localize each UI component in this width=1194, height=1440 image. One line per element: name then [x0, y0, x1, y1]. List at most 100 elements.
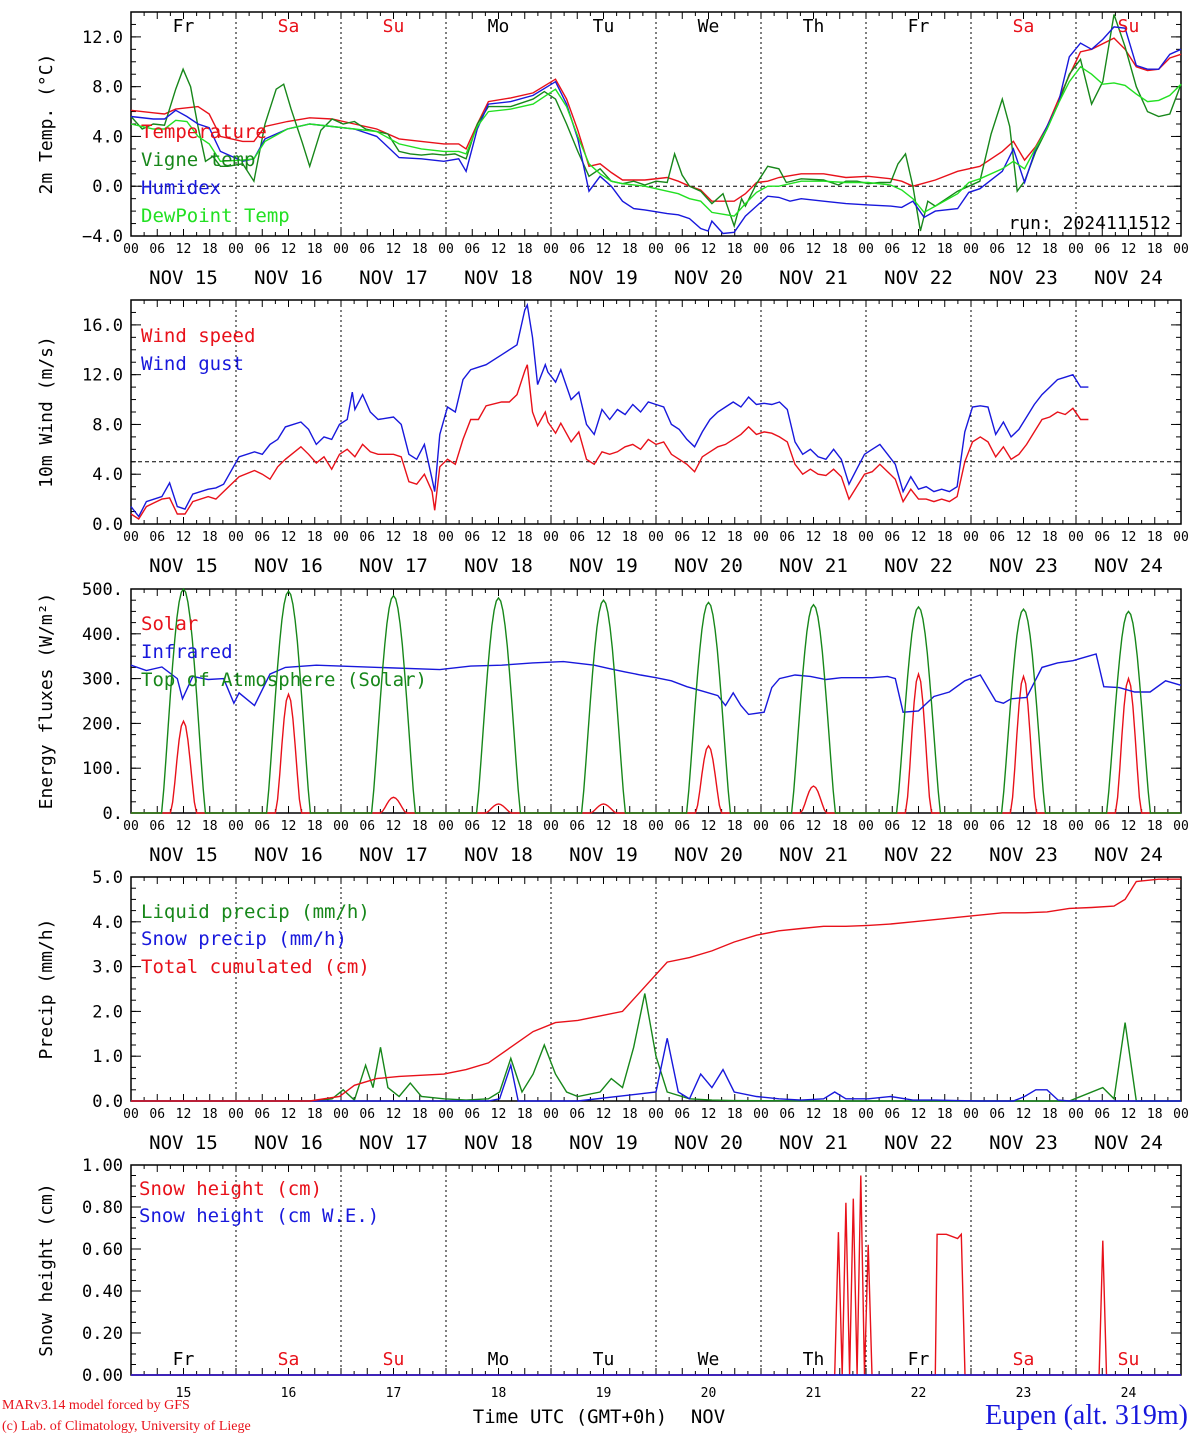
- hour-tick-label: 18: [622, 819, 638, 834]
- hour-tick-label: 18: [727, 242, 743, 257]
- hour-tick-label: 00: [963, 530, 979, 545]
- hour-tick-label: 18: [517, 819, 533, 834]
- hour-tick-label: 06: [674, 242, 690, 257]
- hour-tick-label: 18: [1042, 819, 1058, 834]
- hour-tick-label: 12: [176, 530, 192, 545]
- hour-tick-label: 00: [123, 819, 139, 834]
- hour-tick-label: 06: [1094, 819, 1110, 834]
- y-tick-label: 5.0: [92, 868, 123, 888]
- hour-tick-label: 18: [412, 1107, 428, 1122]
- hour-tick-label: 18: [1147, 1107, 1163, 1122]
- y-tick-label: 1.00: [82, 1156, 123, 1176]
- y-axis-label: 2m Temp. (°C): [36, 54, 57, 195]
- hour-tick-label: 18: [1147, 242, 1163, 257]
- legend-entry: Wind speed: [141, 325, 255, 347]
- panel-2: [130, 299, 1182, 525]
- hour-tick-label: 06: [569, 530, 585, 545]
- hour-tick-label: 12: [1121, 819, 1137, 834]
- hour-tick-label: 18: [307, 819, 323, 834]
- day-number-label: 22: [911, 1386, 927, 1401]
- y-tick-label: 4.0: [92, 913, 123, 933]
- station-name: Eupen (alt. 319m): [985, 1400, 1188, 1431]
- hour-tick-label: 18: [517, 242, 533, 257]
- model-credit: MARv3.14 model forced by GFS: [2, 1398, 190, 1413]
- series-line-vigne-temp: [130, 14, 1182, 232]
- series-line-liquid-precip-mm-h-: [131, 993, 1181, 1102]
- date-label: NOV 16: [254, 844, 323, 866]
- date-label: NOV 24: [1094, 844, 1163, 866]
- date-label: NOV 22: [884, 844, 953, 866]
- day-number-label: 24: [1121, 1386, 1137, 1401]
- hour-tick-label: 12: [386, 1107, 402, 1122]
- hour-tick-label: 00: [648, 530, 664, 545]
- hour-tick-label: 00: [543, 819, 559, 834]
- legend-entry: Snow height (cm W.E.): [139, 1205, 379, 1227]
- hour-tick-label: 18: [517, 1107, 533, 1122]
- run-annotation: run: 2024111512: [1008, 213, 1171, 234]
- hour-tick-label: 12: [386, 819, 402, 834]
- date-label: NOV 22: [884, 555, 953, 577]
- hour-tick-label: 00: [858, 530, 874, 545]
- hour-tick-label: 00: [228, 530, 244, 545]
- hour-tick-label: 06: [884, 530, 900, 545]
- hour-tick-label: 12: [1121, 242, 1137, 257]
- legend-entry: Top of Atmosphere (Solar): [141, 669, 427, 691]
- date-label: NOV 21: [779, 1132, 848, 1154]
- y-tick-label: 12.0: [82, 366, 123, 386]
- y-tick-label: 1.0: [92, 1047, 123, 1067]
- hour-tick-label: 06: [149, 530, 165, 545]
- hour-tick-label: 06: [884, 1107, 900, 1122]
- hour-tick-label: 18: [937, 819, 953, 834]
- date-label: NOV 17: [359, 844, 428, 866]
- hour-tick-label: 06: [254, 1107, 270, 1122]
- hour-tick-label: 12: [281, 242, 297, 257]
- hour-tick-label: 12: [911, 530, 927, 545]
- hour-tick-label: 00: [438, 1107, 454, 1122]
- date-label: NOV 24: [1094, 555, 1163, 577]
- date-label: NOV 19: [569, 267, 638, 289]
- hour-tick-label: 12: [596, 819, 612, 834]
- y-tick-label: 4.0: [92, 127, 123, 147]
- day-number-label: 15: [176, 1386, 192, 1401]
- hour-tick-label: 06: [359, 819, 375, 834]
- y-tick-label: 0.0: [92, 177, 123, 197]
- hour-tick-label: 06: [779, 1107, 795, 1122]
- hour-tick-label: 00: [1068, 242, 1084, 257]
- hour-tick-label: 00: [858, 819, 874, 834]
- hour-tick-label: 12: [701, 1107, 717, 1122]
- weekday-label: Fr: [173, 1349, 195, 1370]
- hour-tick-label: 18: [1042, 242, 1058, 257]
- y-tick-label: 0.60: [82, 1240, 123, 1260]
- day-number-label: 23: [1016, 1386, 1032, 1401]
- legend-entry: Wind gust: [141, 353, 244, 375]
- hour-tick-label: 06: [1094, 242, 1110, 257]
- hour-tick-label: 18: [202, 819, 218, 834]
- hour-tick-label: 00: [858, 242, 874, 257]
- weekday-label: Su: [1118, 16, 1140, 37]
- hour-tick-label: 12: [281, 1107, 297, 1122]
- date-label: NOV 16: [254, 555, 323, 577]
- hour-tick-label: 00: [1068, 819, 1084, 834]
- hour-tick-label: 12: [491, 242, 507, 257]
- hour-tick-label: 00: [858, 1107, 874, 1122]
- hour-tick-label: 12: [1121, 1107, 1137, 1122]
- hour-tick-label: 18: [937, 242, 953, 257]
- hour-tick-label: 12: [701, 530, 717, 545]
- series-line-wind-gust: [130, 302, 1089, 518]
- x-axis-label: Time UTC (GMT+0h): [473, 1406, 667, 1428]
- hour-tick-label: 00: [963, 819, 979, 834]
- hour-tick-label: 00: [753, 530, 769, 545]
- weekday-label: Sa: [278, 1349, 300, 1370]
- y-tick-label: 16.0: [82, 316, 123, 336]
- weekday-label: Sa: [1013, 16, 1035, 37]
- legend-entry: Infrared: [141, 641, 233, 663]
- hour-tick-label: 06: [569, 242, 585, 257]
- date-label: NOV 18: [464, 267, 533, 289]
- hour-tick-label: 18: [412, 819, 428, 834]
- hour-tick-label: 18: [1042, 530, 1058, 545]
- date-label: NOV 17: [359, 267, 428, 289]
- date-label: NOV 20: [674, 1132, 743, 1154]
- hour-tick-label: 12: [911, 242, 927, 257]
- legend-entry: Snow height (cm): [139, 1178, 322, 1200]
